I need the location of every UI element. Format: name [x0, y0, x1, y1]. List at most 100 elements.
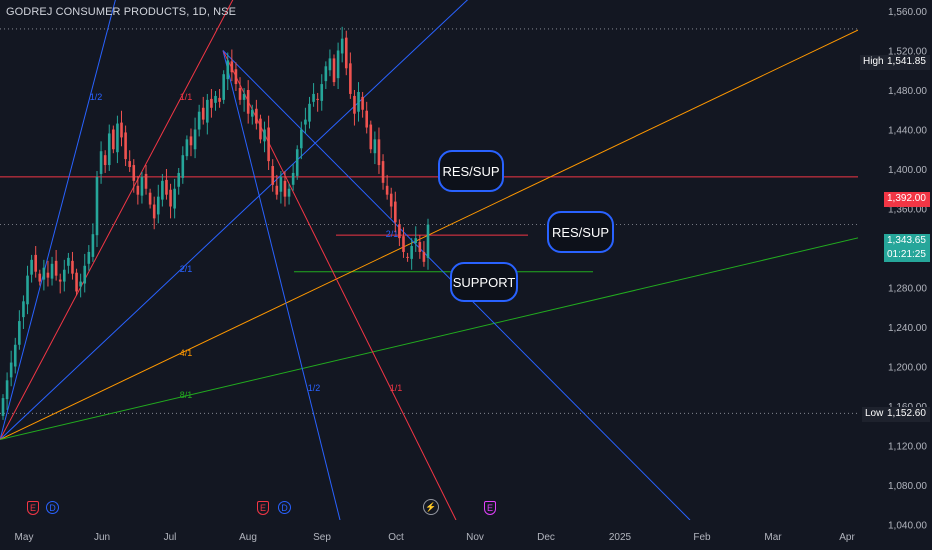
candle-body [357, 91, 360, 112]
countdown-tag: 01:21:25 [884, 248, 930, 262]
candle-body [34, 254, 37, 272]
candle-body [214, 95, 217, 103]
candle-body [107, 133, 111, 166]
time-tick-label: Dec [537, 532, 555, 543]
gann-fan-ratio-label: 1/2 [90, 92, 103, 102]
earnings-event-icon[interactable]: E [257, 501, 269, 515]
candle-body [410, 246, 413, 259]
gann-fan-ratio-label: 8/1 [180, 390, 193, 400]
candle-body [13, 344, 17, 367]
candle-body [148, 192, 152, 205]
candle-body [116, 123, 119, 153]
candle-body [344, 37, 348, 69]
gann-fan-ratio-label: 1/1 [180, 92, 193, 102]
price-tick-label: 1,080.00 [888, 481, 927, 492]
price-tick-label: 1,400.00 [888, 165, 927, 176]
time-tick-label: Oct [388, 532, 404, 543]
candle-body [422, 251, 426, 262]
gann-fan-ratio-label: 4/1 [180, 348, 193, 358]
candle-body [336, 50, 340, 79]
candle-body [312, 93, 315, 102]
candle-body [283, 180, 287, 197]
candle-body [234, 69, 238, 85]
gann-fan-line-down-1-2 [222, 50, 341, 520]
time-tick-label: May [15, 532, 34, 543]
candle-body [373, 139, 377, 154]
time-tick-label: Nov [466, 532, 484, 543]
candle-body [75, 272, 78, 292]
candle-body [222, 74, 225, 100]
time-tick-label: Feb [693, 532, 711, 543]
candle-body [353, 95, 356, 114]
gann-fan-line-4-1 [0, 29, 858, 441]
candle-body [381, 161, 385, 183]
earnings-event-icon[interactable]: E [484, 501, 496, 515]
callout-support[interactable]: SUPPORT [450, 262, 518, 302]
candle-body [271, 166, 275, 185]
candle-body [304, 119, 307, 125]
price-tick-label: 1,280.00 [888, 284, 927, 295]
candle-body [181, 155, 185, 178]
gann-fan-line-1-2 [0, 0, 116, 440]
candle-body [210, 98, 213, 108]
price-tick-label: 1,560.00 [888, 7, 927, 18]
price-tick-label: 1,480.00 [888, 86, 927, 97]
high-label-tag: High [860, 55, 884, 70]
candle-body [406, 256, 409, 258]
callout-res-sup-1[interactable]: RES/SUP [438, 150, 504, 192]
candle-body [112, 129, 115, 150]
candle-body [206, 99, 209, 123]
candle-body [120, 122, 123, 138]
high-value-tag: 1,541.85 [884, 55, 930, 70]
price-tick-label: 1,520.00 [888, 47, 927, 58]
dividend-event-icon[interactable]: D [46, 501, 59, 514]
candle-body [197, 111, 201, 130]
earnings-event-icon[interactable]: E [27, 501, 39, 515]
candle-body [300, 129, 303, 149]
candle-body [54, 260, 58, 276]
candle-body [99, 151, 103, 174]
candle-body [128, 161, 131, 168]
candle-body [287, 188, 291, 197]
candle-body [161, 180, 164, 200]
candle-body [377, 139, 381, 166]
candle-body [361, 96, 364, 110]
candle-body [398, 224, 401, 239]
candle-body [418, 242, 422, 252]
candle-body [91, 234, 95, 257]
gann-fan-ratio-label: 1/1 [390, 383, 403, 393]
candle-body [156, 196, 160, 215]
gann-fan-ratio-label: 2/1 [180, 264, 193, 274]
candle-body [67, 257, 70, 266]
dividend-event-icon[interactable]: D [278, 501, 291, 514]
gann-fan-line-2-1 [0, 0, 469, 440]
candle-body [58, 279, 62, 282]
candle-body [295, 149, 299, 176]
low-value-tag: 1,152.60 [884, 407, 930, 422]
time-tick-label: Jun [94, 532, 110, 543]
candle-body [79, 281, 82, 287]
candle-body [144, 173, 148, 189]
candle-body [30, 259, 33, 275]
candle-body [26, 275, 29, 305]
callout-res-sup-2[interactable]: RES/SUP [547, 211, 614, 253]
candle-body [263, 129, 266, 142]
candle-body [402, 236, 405, 252]
candle-body [62, 269, 66, 282]
candle-body [18, 321, 21, 345]
price-tick-label: 1,200.00 [888, 363, 927, 374]
low-label-tag: Low [862, 407, 884, 422]
time-tick-label: Mar [764, 532, 782, 543]
candle-body [189, 136, 193, 146]
candle-body [369, 124, 373, 150]
candle-body [291, 172, 295, 185]
candle-body [328, 58, 332, 71]
candle-body [389, 193, 393, 207]
price-tick-label: 1,440.00 [888, 126, 927, 137]
candle-body [1, 398, 5, 416]
lightning-event-icon[interactable]: ⚡ [423, 499, 439, 515]
gann-fan-ratio-label: 1/2 [308, 383, 321, 393]
candle-body [83, 265, 87, 284]
